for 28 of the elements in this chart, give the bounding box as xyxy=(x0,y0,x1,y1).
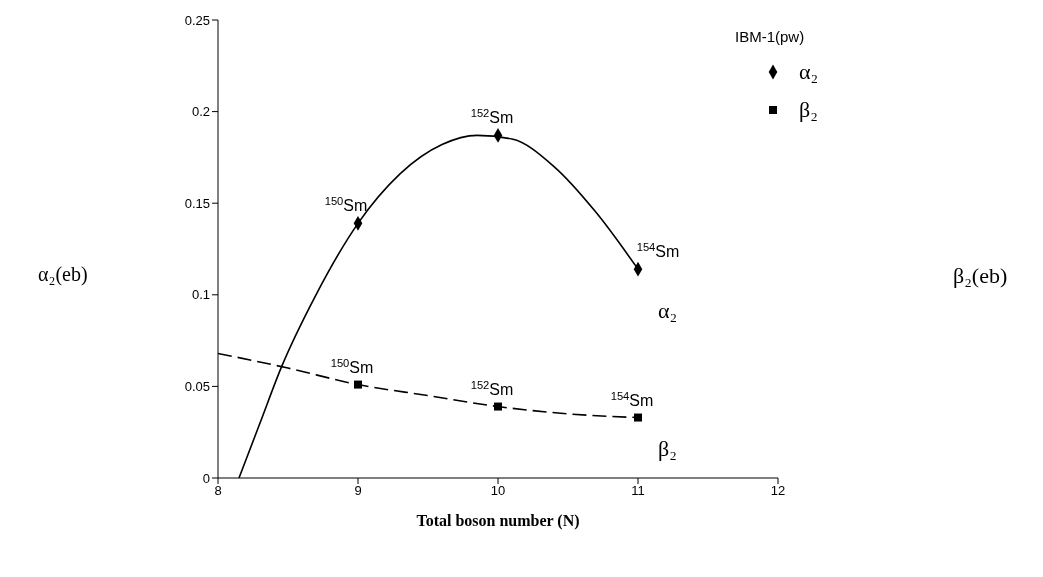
annotation: $^{154}$Sm xyxy=(636,241,680,261)
annotation: $^{152}$Sm xyxy=(470,378,514,398)
annotation: $^{150}$Sm xyxy=(330,356,374,376)
x-tick-label: 10 xyxy=(490,483,506,499)
legend-title: IBM-1(pw) xyxy=(735,28,806,45)
x-tick-label: 12 xyxy=(770,483,786,499)
y-tick-label: 0.15 xyxy=(184,195,210,211)
annotation: $^{154}$Sm xyxy=(610,389,654,409)
legend-label: β₂ xyxy=(799,97,818,123)
y-tick-label: 0.25 xyxy=(184,12,210,28)
legend-label: α₂ xyxy=(799,59,819,85)
x-tick-label: 11 xyxy=(631,483,645,499)
annotation: $^{150}$Sm xyxy=(324,195,368,215)
x-tick-label: 8 xyxy=(214,483,222,499)
y-tick-label: 0.1 xyxy=(191,287,210,303)
y-tick-label: 0.05 xyxy=(184,379,210,395)
text: β₂(eb) xyxy=(953,263,1008,289)
y-tick-label: 0.2 xyxy=(191,104,210,120)
annotation: β₂ xyxy=(658,436,677,462)
x-axis-title: Total boson number (N) xyxy=(416,512,580,530)
point xyxy=(634,413,642,422)
point xyxy=(354,380,362,389)
y-tick-label: 0 xyxy=(202,470,210,486)
y-axis-title: α₂(eb) xyxy=(38,263,88,286)
annotation: α₂ xyxy=(658,298,678,324)
x-tick-label: 9 xyxy=(354,483,362,499)
point xyxy=(494,402,502,411)
annotation: $^{152}$Sm xyxy=(470,107,514,127)
